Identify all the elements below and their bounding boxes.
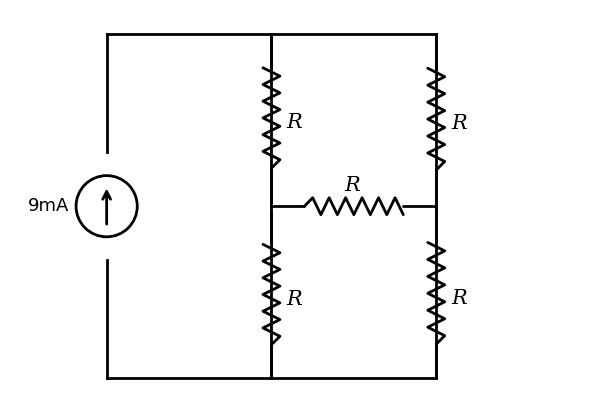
Text: R: R bbox=[451, 289, 467, 307]
Text: R: R bbox=[345, 176, 360, 195]
Text: 9mA: 9mA bbox=[28, 197, 69, 215]
Circle shape bbox=[76, 176, 137, 237]
Text: R: R bbox=[287, 290, 302, 309]
Text: R: R bbox=[287, 113, 302, 132]
Text: R: R bbox=[451, 114, 467, 133]
